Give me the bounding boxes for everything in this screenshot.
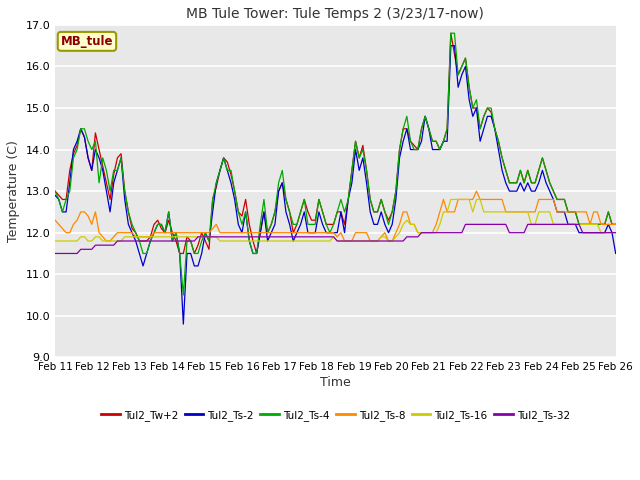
- Tul2_Ts-2: [539, 168, 547, 173]
- Tul2_Ts-4: [51, 188, 59, 194]
- Tul2_Ts-16: [51, 238, 59, 244]
- Tul2_Ts-32: [461, 221, 469, 227]
- Tul2_Tw+2: [51, 188, 59, 194]
- Tul2_Ts-4: [253, 251, 260, 256]
- Tul2_Ts-4: [447, 30, 454, 36]
- Tul2_Ts-16: [249, 238, 257, 244]
- Tul2_Ts-32: [472, 221, 480, 227]
- Tul2_Ts-4: [516, 168, 524, 173]
- Legend: Tul2_Tw+2, Tul2_Ts-2, Tul2_Ts-4, Tul2_Ts-8, Tul2_Ts-16, Tul2_Ts-32: Tul2_Tw+2, Tul2_Ts-2, Tul2_Ts-4, Tul2_Ts…: [97, 406, 574, 425]
- Tul2_Ts-16: [612, 230, 620, 236]
- Tul2_Ts-4: [249, 251, 257, 256]
- Tul2_Ts-16: [513, 209, 520, 215]
- Tul2_Ts-32: [535, 221, 543, 227]
- Tul2_Tw+2: [249, 238, 257, 244]
- Title: MB Tule Tower: Tule Temps 2 (3/23/17-now): MB Tule Tower: Tule Temps 2 (3/23/17-now…: [186, 7, 484, 21]
- Text: MB_tule: MB_tule: [61, 35, 113, 48]
- Tul2_Ts-2: [612, 251, 620, 256]
- Tul2_Tw+2: [253, 251, 260, 256]
- Y-axis label: Temperature (C): Temperature (C): [7, 140, 20, 242]
- Line: Tul2_Ts-4: Tul2_Ts-4: [55, 33, 616, 295]
- Tul2_Ts-8: [612, 221, 620, 227]
- Tul2_Ts-8: [102, 238, 110, 244]
- Tul2_Ts-4: [612, 221, 620, 227]
- Tul2_Ts-2: [179, 321, 187, 327]
- Tul2_Ts-2: [476, 138, 484, 144]
- Tul2_Ts-16: [447, 196, 454, 202]
- Tul2_Tw+2: [447, 30, 454, 36]
- Tul2_Ts-16: [535, 209, 543, 215]
- Tul2_Ts-32: [406, 234, 414, 240]
- Tul2_Tw+2: [176, 251, 184, 256]
- Tul2_Ts-4: [539, 155, 547, 161]
- Tul2_Tw+2: [476, 126, 484, 132]
- Tul2_Ts-2: [516, 180, 524, 186]
- Tul2_Tw+2: [612, 221, 620, 227]
- Tul2_Ts-2: [51, 192, 59, 198]
- Line: Tul2_Ts-16: Tul2_Ts-16: [55, 199, 616, 241]
- Tul2_Ts-8: [472, 188, 480, 194]
- Tul2_Ts-4: [179, 292, 187, 298]
- Tul2_Ts-2: [253, 251, 260, 256]
- Tul2_Ts-16: [406, 221, 414, 227]
- Line: Tul2_Ts-2: Tul2_Ts-2: [55, 46, 616, 324]
- Tul2_Ts-8: [539, 196, 547, 202]
- Tul2_Ts-16: [472, 196, 480, 202]
- Line: Tul2_Tw+2: Tul2_Tw+2: [55, 33, 616, 253]
- Tul2_Ts-2: [447, 43, 454, 48]
- Tul2_Ts-32: [246, 234, 253, 240]
- Tul2_Ts-4: [476, 126, 484, 132]
- Tul2_Tw+2: [410, 143, 418, 148]
- Tul2_Ts-2: [249, 251, 257, 256]
- Tul2_Tw+2: [539, 155, 547, 161]
- Tul2_Ts-32: [249, 234, 257, 240]
- Tul2_Ts-8: [51, 217, 59, 223]
- Tul2_Ts-2: [410, 147, 418, 153]
- Tul2_Tw+2: [516, 168, 524, 173]
- Tul2_Ts-8: [476, 196, 484, 202]
- Line: Tul2_Ts-8: Tul2_Ts-8: [55, 191, 616, 241]
- Line: Tul2_Ts-32: Tul2_Ts-32: [55, 224, 616, 253]
- X-axis label: Time: Time: [320, 376, 351, 389]
- Tul2_Ts-32: [51, 251, 59, 256]
- Tul2_Ts-8: [410, 221, 418, 227]
- Tul2_Ts-8: [249, 230, 257, 236]
- Tul2_Ts-8: [516, 209, 524, 215]
- Tul2_Ts-32: [513, 230, 520, 236]
- Tul2_Ts-4: [410, 147, 418, 153]
- Tul2_Ts-8: [253, 230, 260, 236]
- Tul2_Ts-16: [246, 238, 253, 244]
- Tul2_Ts-32: [612, 230, 620, 236]
